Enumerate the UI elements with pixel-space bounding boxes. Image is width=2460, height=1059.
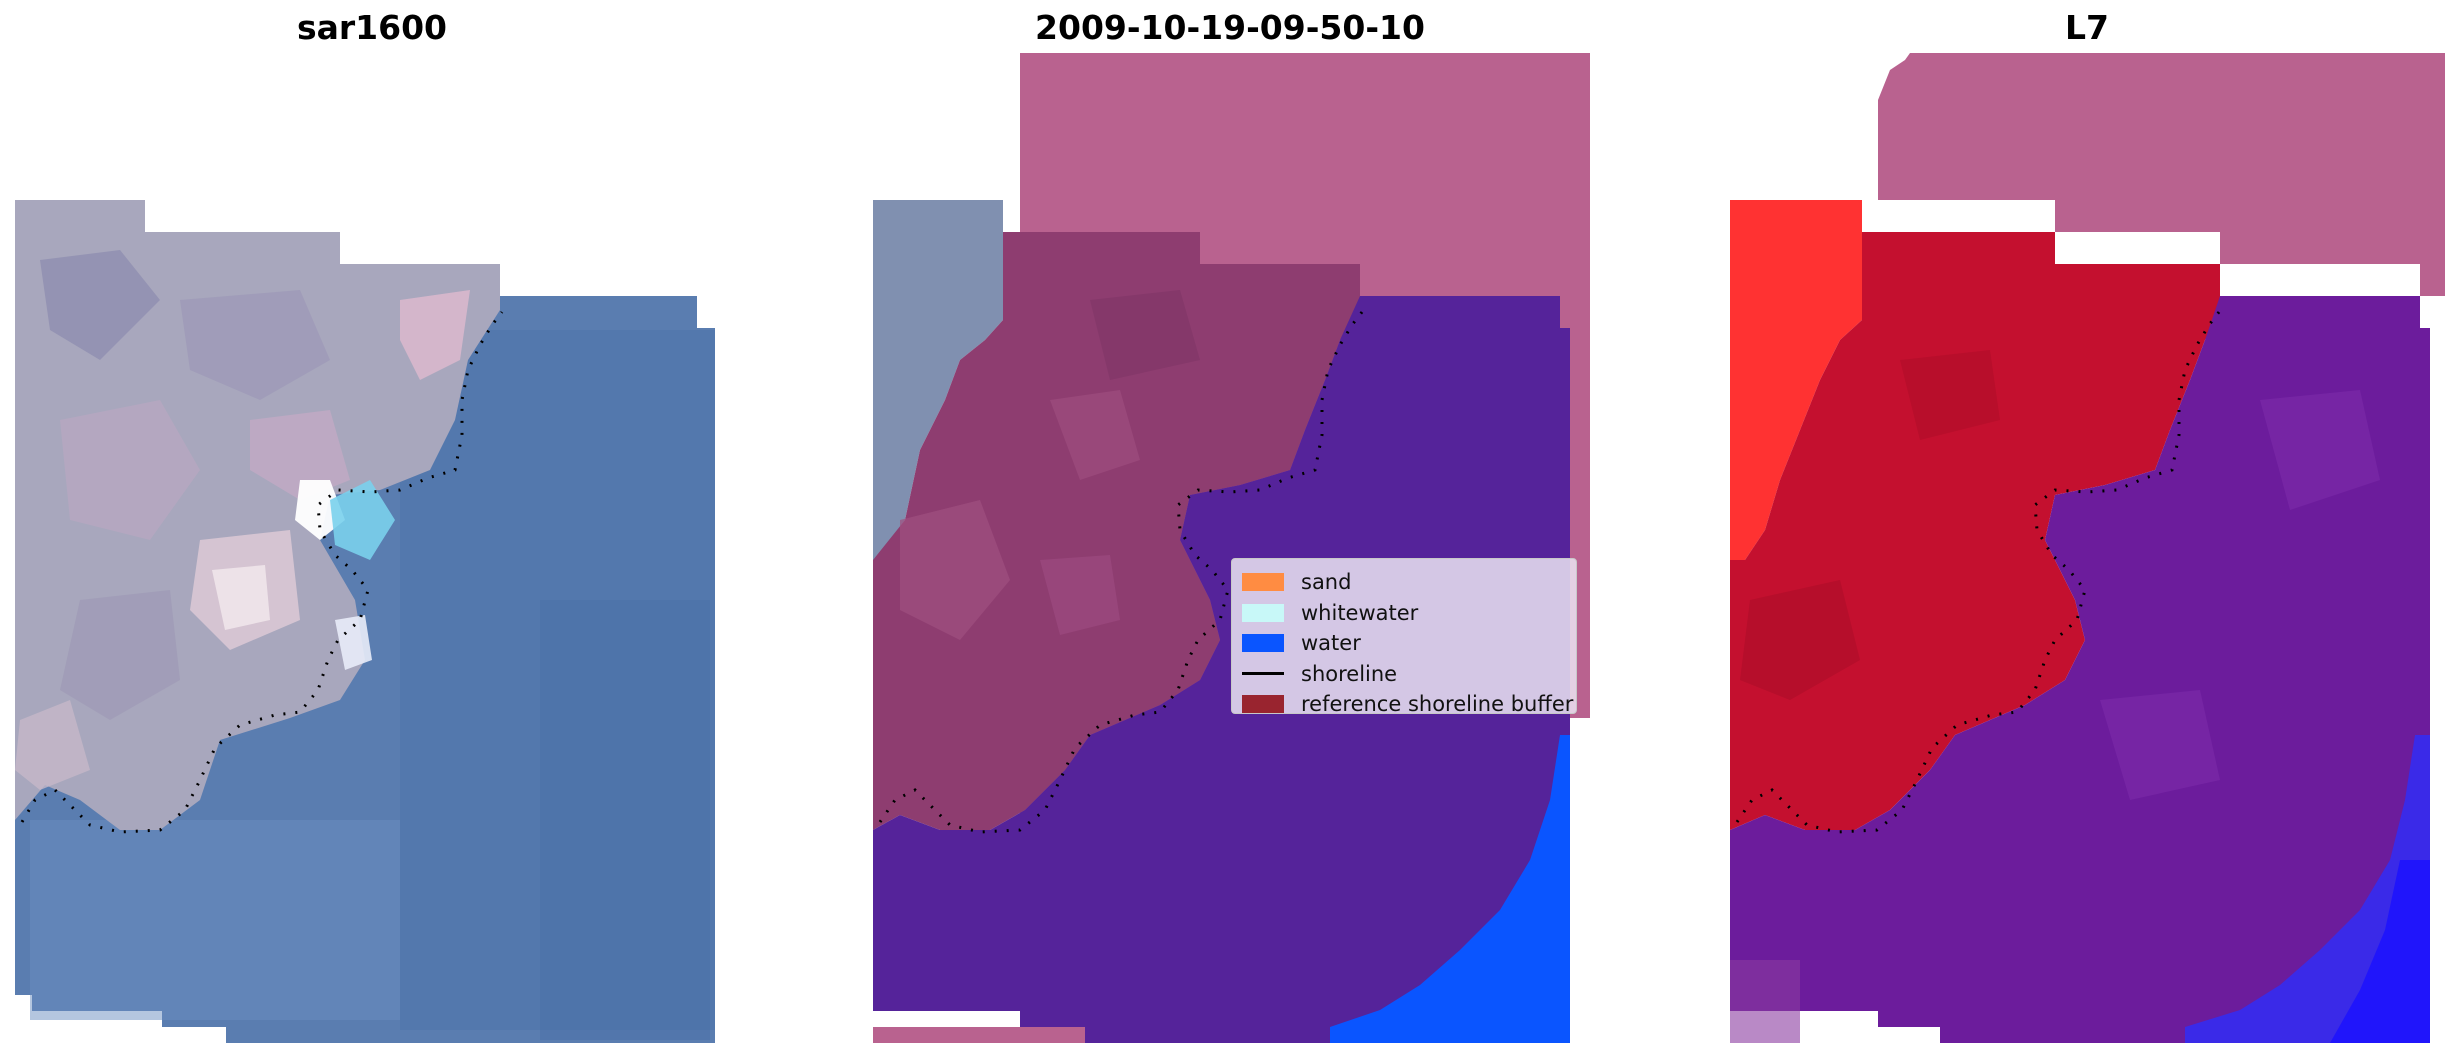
panel-title-classified: 2009-10-19-09-50-10: [1035, 8, 1425, 47]
legend: sand whitewater water shoreline referenc…: [1231, 558, 1577, 716]
legend-label: reference shoreline buffer: [1301, 692, 1574, 717]
classified-deep-water: [1330, 735, 1570, 1043]
rgb-land: [15, 200, 500, 830]
legend-item-buffer: reference shoreline buffer: [1242, 689, 1573, 720]
panel-title-rgb: sar1600: [296, 8, 448, 47]
legend-swatch-buffer: [1242, 695, 1284, 714]
index-land: [1730, 232, 2220, 830]
index-water: [1730, 296, 2430, 1043]
legend-label: water: [1301, 631, 1361, 656]
index-land-bright: [1730, 200, 1862, 560]
panel-title-index: L7: [2065, 8, 2109, 47]
legend-label: sand: [1301, 570, 1352, 595]
legend-label: whitewater: [1301, 600, 1419, 625]
legend-swatch-water: [1242, 634, 1284, 653]
classified-water: [873, 296, 1570, 1043]
legend-item-shoreline: shoreline: [1242, 659, 1566, 690]
legend-item-water: water: [1242, 628, 1566, 659]
legend-label: shoreline: [1301, 661, 1398, 686]
classified-land: [873, 232, 1360, 830]
index-shoreline: [1735, 311, 2221, 834]
legend-item-whitewater: whitewater: [1242, 598, 1566, 629]
legend-line-shoreline: [1242, 672, 1284, 676]
legend-swatch-whitewater: [1242, 603, 1284, 622]
index-deep-water: [2185, 735, 2430, 1043]
classified-rgb-left: [873, 200, 1003, 560]
legend-swatch-sand: [1242, 573, 1284, 592]
legend-item-sand: sand: [1242, 567, 1566, 598]
index-buffer: [1878, 53, 2445, 296]
classified-shoreline: [878, 311, 1364, 834]
